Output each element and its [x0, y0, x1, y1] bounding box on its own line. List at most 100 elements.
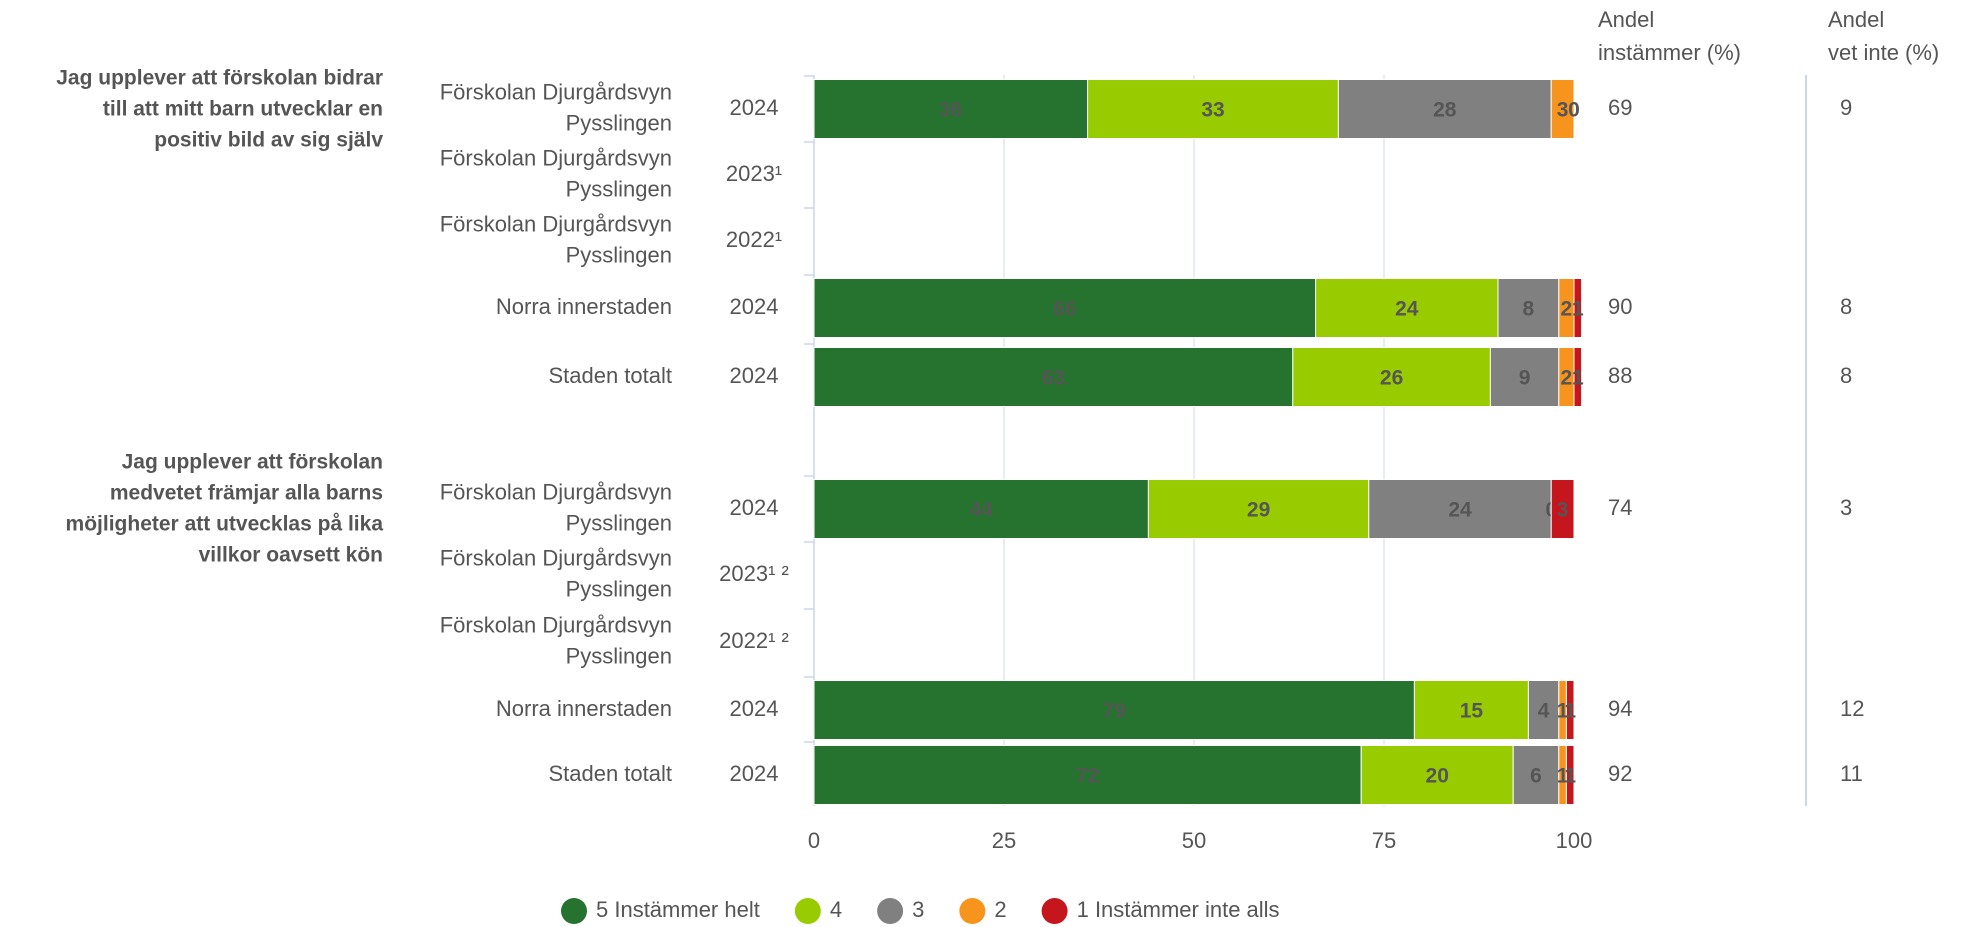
year-label: 2022¹ ² — [719, 628, 789, 653]
bar-segment — [1550, 479, 1575, 539]
data-label: 8 — [1523, 298, 1535, 321]
row-label: Norra innerstaden — [496, 696, 672, 721]
data-label: 1 — [1557, 765, 1569, 788]
bar-segment — [1527, 680, 1560, 740]
x-tick-label: 50 — [1182, 828, 1206, 853]
legend-label: 1 Instämmer inte alls — [1077, 897, 1280, 922]
agree-value: 94 — [1608, 696, 1632, 721]
legend-label: 5 Instämmer helt — [596, 897, 760, 922]
bar-segment — [813, 278, 1317, 338]
bar-segment — [1565, 680, 1575, 740]
data-label: 4 — [1538, 700, 1550, 723]
bar-segment — [1413, 680, 1529, 740]
agree-value: 69 — [1608, 95, 1632, 120]
bar-segment — [813, 347, 1294, 407]
row-label: Pysslingen — [566, 242, 672, 267]
year-label: 2024 — [730, 761, 779, 786]
bar-segment — [1565, 745, 1575, 805]
data-label: 0 — [1568, 99, 1580, 122]
question: Jag upplever att förskolan bidrar — [56, 67, 383, 90]
bar-segment — [1573, 278, 1583, 338]
x-tick-label: 100 — [1556, 828, 1593, 853]
bar-segment — [1489, 347, 1560, 407]
question: medvetet främjar alla barns — [110, 482, 383, 505]
row-label: Pysslingen — [566, 643, 672, 668]
data-label: 66 — [1053, 298, 1076, 321]
dontknow-value: 8 — [1840, 363, 1852, 388]
data-label: 33 — [1201, 99, 1224, 122]
year-label: 2024 — [730, 294, 779, 319]
legend-marker — [1041, 898, 1068, 924]
dontknow-value: 8 — [1840, 294, 1852, 319]
data-label: 1 — [1564, 700, 1576, 723]
year-label: 2024 — [730, 696, 779, 721]
data-label: 15 — [1460, 700, 1484, 723]
column-header: instämmer (%) — [1598, 40, 1741, 65]
question: Jag upplever att förskolan — [122, 451, 383, 474]
row-label: Norra innerstaden — [496, 294, 672, 319]
data-label: 1 — [1557, 700, 1569, 723]
data-label: 3 — [1557, 99, 1569, 122]
year-label: 2024 — [730, 95, 779, 120]
data-label: 20 — [1426, 765, 1449, 788]
question: villkor oavsett kön — [199, 544, 383, 567]
column-header: Andel — [1828, 7, 1884, 32]
agree-value: 90 — [1608, 294, 1632, 319]
legend-marker — [877, 898, 904, 924]
data-label: 36 — [939, 99, 962, 122]
bar-segment — [1315, 278, 1499, 338]
legend-label: 4 — [830, 897, 842, 922]
data-label: 2 — [1561, 367, 1573, 390]
x-tick-label: 0 — [808, 828, 820, 853]
bar-segment — [1573, 347, 1583, 407]
legend-marker — [794, 898, 821, 924]
data-label: 29 — [1247, 499, 1270, 522]
x-tick-label: 75 — [1372, 828, 1396, 853]
data-label: 26 — [1380, 367, 1403, 390]
column-header: vet inte (%) — [1828, 40, 1939, 65]
data-label: 79 — [1103, 700, 1126, 723]
data-label: 72 — [1076, 765, 1099, 788]
bar-segment — [813, 79, 1089, 139]
dontknow-value: 12 — [1840, 696, 1864, 721]
bar-segment — [1292, 347, 1491, 407]
bar-segment — [813, 680, 1415, 740]
agree-value: 74 — [1608, 495, 1632, 520]
data-label: 1 — [1564, 765, 1576, 788]
question: positiv bild av sig själv — [154, 129, 383, 152]
agree-value: 92 — [1608, 761, 1632, 786]
data-label: 3 — [1557, 499, 1569, 522]
data-label: 28 — [1433, 99, 1457, 122]
row-label: Pysslingen — [566, 576, 672, 601]
data-label: 24 — [1448, 499, 1472, 522]
question: möjligheter att utvecklas på lika — [66, 513, 384, 536]
row-label: Staden totalt — [548, 761, 672, 786]
data-label: 63 — [1042, 367, 1065, 390]
bar-segment — [813, 745, 1362, 805]
legend-marker — [561, 898, 587, 924]
legend-marker — [959, 898, 986, 924]
year-label: 2024 — [730, 363, 779, 388]
data-label: 1 — [1572, 367, 1584, 390]
agree-value: 88 — [1608, 363, 1632, 388]
row-label: Förskolan Djurgårdsvyn — [440, 79, 672, 104]
column-header: Andel — [1598, 7, 1654, 32]
year-label: 2024 — [730, 495, 779, 520]
x-tick-label: 25 — [992, 828, 1016, 853]
bar-segment — [1512, 745, 1560, 805]
data-label: 1 — [1572, 298, 1584, 321]
year-label: 2023¹ ² — [719, 561, 789, 586]
bar-segment — [1550, 79, 1575, 139]
legend-label: 2 — [994, 897, 1006, 922]
legend-label: 3 — [912, 897, 924, 922]
row-label: Förskolan Djurgårdsvyn — [440, 479, 672, 504]
bar-segment — [813, 479, 1149, 539]
dontknow-value: 9 — [1840, 95, 1852, 120]
data-label: 2 — [1561, 298, 1573, 321]
row-label: Pysslingen — [566, 510, 672, 535]
row-label: Förskolan Djurgårdsvyn — [440, 545, 672, 570]
dontknow-value: 11 — [1840, 761, 1863, 786]
row-label: Förskolan Djurgårdsvyn — [440, 145, 672, 170]
row-label: Pysslingen — [566, 110, 672, 135]
